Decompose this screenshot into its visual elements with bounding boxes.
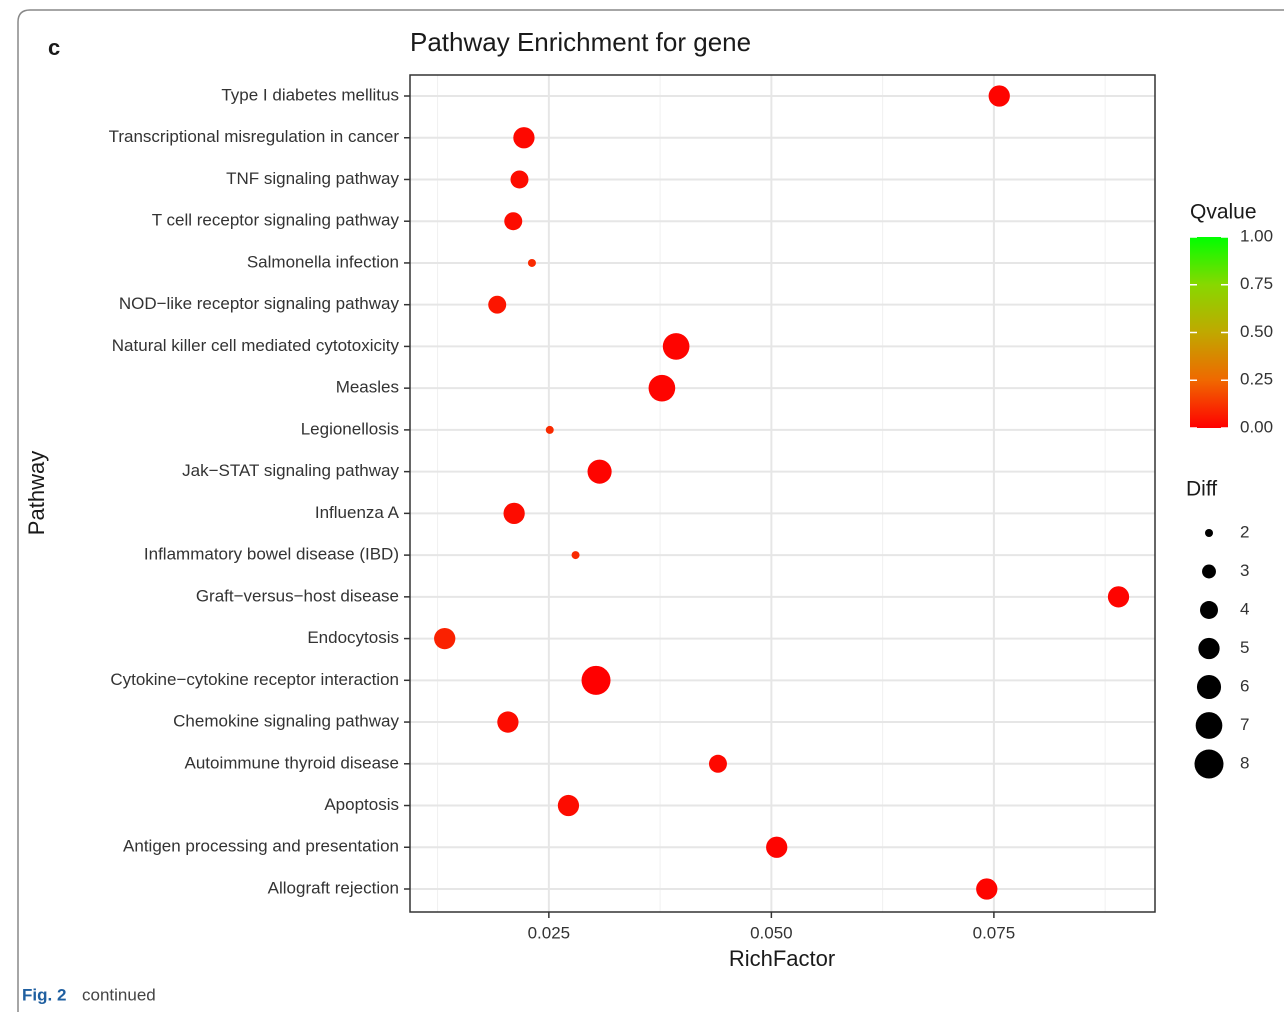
size-legend-label: 4 (1240, 599, 1249, 618)
size-legend-key (1205, 529, 1213, 537)
point (503, 502, 525, 525)
y-tick-label: Cytokine−cytokine receptor interaction (110, 670, 399, 689)
colorbar-label: 0.00 (1240, 417, 1273, 436)
y-tick-label: Apoptosis (324, 795, 399, 814)
panel-label: c (48, 35, 60, 60)
size-legend-key (1202, 564, 1216, 579)
size-legend-key (1196, 674, 1222, 700)
x-tick-label: 0.050 (750, 923, 793, 942)
point (488, 295, 507, 314)
point (976, 878, 998, 900)
x-tick-label: 0.025 (528, 923, 571, 942)
size-legend-label: 2 (1240, 522, 1249, 541)
panel-border (17, 9, 1284, 1012)
point (662, 333, 690, 360)
point (510, 170, 529, 189)
point (587, 459, 612, 484)
y-axis-title: Pathway (24, 451, 49, 535)
size-legend-label: 3 (1240, 561, 1249, 580)
size-legend-key (1194, 749, 1224, 779)
y-tick-label: Type I diabetes mellitus (221, 85, 399, 104)
colorbar-label: 1.00 (1240, 226, 1273, 245)
y-tick-label: Influenza A (315, 503, 400, 522)
point (581, 665, 611, 695)
plot-background (410, 75, 1155, 912)
y-tick-label: Jak−STAT signaling pathway (182, 461, 399, 480)
chart-title: Pathway Enrichment for gene (410, 27, 751, 57)
x-axis-title: RichFactor (729, 946, 835, 971)
y-tick-label: Salmonella infection (247, 252, 399, 271)
point (766, 836, 788, 858)
point (648, 374, 676, 402)
y-tick-label: Allograft rejection (268, 878, 399, 897)
size-legend-label: 6 (1240, 676, 1249, 695)
point (434, 627, 456, 650)
size-legend-key (1198, 637, 1220, 660)
y-tick-label: Inflammatory bowel disease (IBD) (144, 545, 399, 564)
y-tick-label: NOD−like receptor signaling pathway (119, 294, 400, 313)
y-tick-label: TNF signaling pathway (226, 169, 399, 188)
point (708, 754, 727, 773)
colorbar-label: 0.50 (1240, 322, 1273, 341)
y-tick-label: Graft−versus−host disease (196, 586, 399, 605)
point (513, 127, 535, 149)
point (988, 85, 1010, 107)
colorbar-label: 0.25 (1240, 370, 1273, 389)
point (527, 258, 536, 267)
colorbar-label: 0.75 (1240, 274, 1273, 293)
caption-label: Fig. 2 (22, 985, 66, 1004)
plot-border (409, 74, 1156, 913)
y-tick-label: Chemokine signaling pathway (173, 712, 399, 731)
point (504, 212, 523, 231)
point (1107, 586, 1130, 608)
size-legend-key (1195, 712, 1223, 739)
y-tick-label: T cell receptor signaling pathway (152, 211, 400, 230)
size-legend-label: 8 (1240, 753, 1249, 772)
y-tick-label: Measles (336, 378, 399, 397)
caption-text: continued (82, 985, 156, 1004)
y-tick-label: Natural killer cell mediated cytotoxicit… (112, 336, 400, 355)
size-legend-title: Diff (1186, 478, 1217, 501)
y-tick-label: Antigen processing and presentation (123, 837, 399, 856)
x-tick-label: 0.075 (973, 923, 1016, 942)
y-tick-label: Autoimmune thyroid disease (184, 753, 399, 772)
point (545, 425, 554, 434)
color-legend-title: Qvalue (1190, 201, 1257, 224)
y-tick-label: Endocytosis (307, 628, 399, 647)
point (571, 551, 580, 560)
size-legend-label: 7 (1240, 715, 1249, 734)
size-legend-key (1200, 601, 1218, 619)
y-tick-label: Transcriptional misregulation in cancer (109, 127, 400, 146)
point (497, 711, 519, 733)
size-legend-label: 5 (1240, 638, 1249, 657)
y-tick-label: Legionellosis (301, 419, 399, 438)
point (557, 794, 580, 817)
